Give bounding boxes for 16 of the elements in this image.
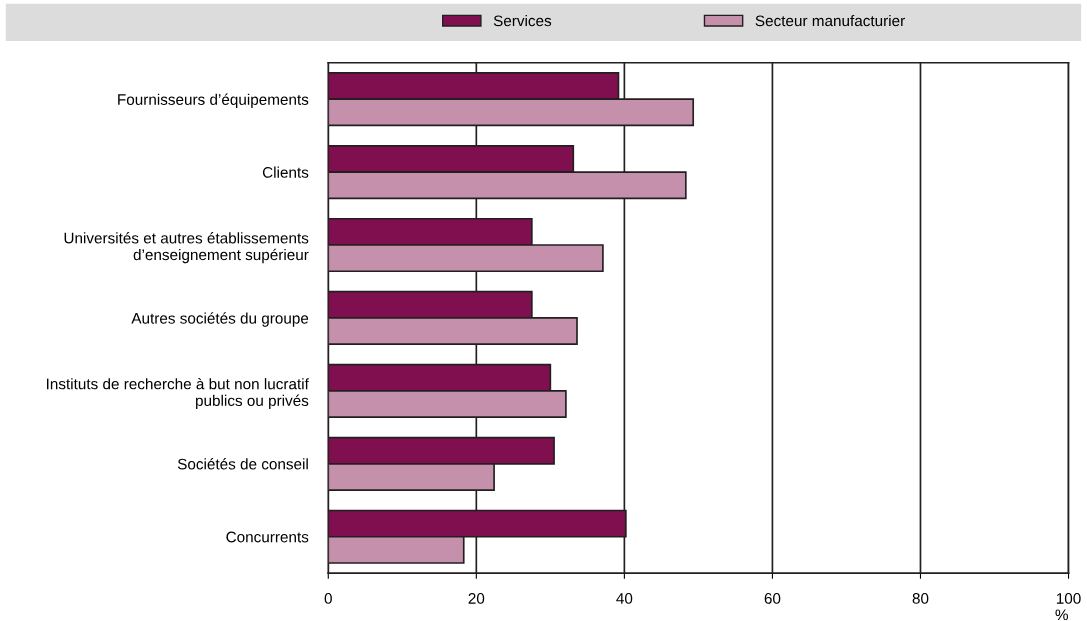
x-tick-label: 80 xyxy=(912,593,929,604)
y-tick-label: Sociétés de conseil xyxy=(177,458,308,470)
y-tick-label: Instituts de recherche à but non lucratif publics ou privés xyxy=(46,377,309,410)
y-tick-label: Clients xyxy=(262,166,309,178)
x-tick-label: 100 xyxy=(1056,593,1081,604)
y-tick-label: Concurrents xyxy=(226,531,309,543)
x-tick-label: 40 xyxy=(616,593,633,604)
legend-label: Services xyxy=(493,14,552,27)
y-tick-label: Universités et autres établissements d’enseignement supérieur xyxy=(64,232,309,264)
x-axis-title: % xyxy=(1055,609,1068,621)
x-tick-label: 0 xyxy=(324,593,332,604)
y-tick-label: Autres sociétés du groupe xyxy=(131,312,309,327)
x-tick-label: 20 xyxy=(468,593,485,604)
y-tick-label: Fournisseurs d’équipements xyxy=(118,93,309,108)
legend-label: Secteur manufacturier xyxy=(755,14,905,27)
x-tick-label: 60 xyxy=(764,593,781,604)
